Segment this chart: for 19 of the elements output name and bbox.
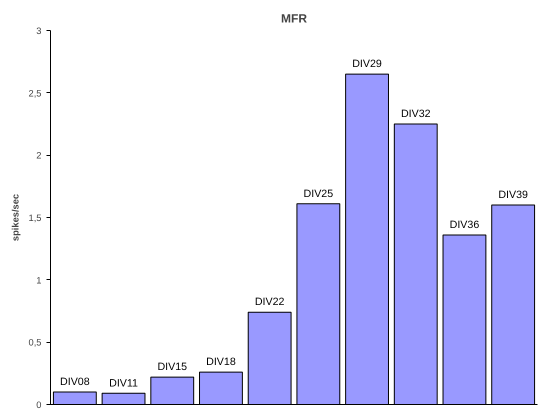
- x-tick-label: DIV18: [206, 356, 236, 368]
- y-tick-label: 3: [36, 26, 42, 36]
- x-tick-label: DIV39: [498, 189, 528, 202]
- y-tick-label: 0: [36, 400, 42, 410]
- x-tick-label: DIV36: [450, 218, 480, 231]
- x-tick-label: DIV08: [60, 376, 90, 388]
- x-tick-label: DIV11: [109, 377, 138, 390]
- x-tick-label: DIV25: [304, 188, 334, 200]
- y-tick-label: 2,5: [28, 88, 42, 98]
- y-tick-label: 2: [36, 150, 42, 161]
- y-tick-label: 0,5: [28, 338, 42, 348]
- chart-title: MFR: [281, 12, 308, 26]
- y-tick-label: 1,5: [28, 213, 42, 223]
- x-tick-label: DIV32: [400, 108, 431, 120]
- x-tick-label: DIV29: [352, 58, 382, 70]
- x-tick-label: DIV22: [254, 296, 285, 308]
- y-tick-label: 1: [36, 275, 42, 286]
- y-axis-title: spikes/sec: [10, 194, 21, 242]
- x-tick-label: DIV15: [157, 361, 188, 374]
